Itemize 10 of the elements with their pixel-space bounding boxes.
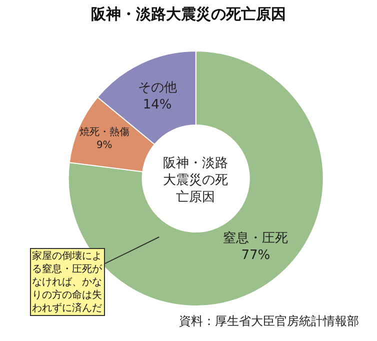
data-label: 77%: [241, 248, 270, 263]
data-label: 14%: [142, 98, 172, 113]
slice-label: 焼死・熱傷: [79, 126, 130, 138]
text: 阪神・淡路大震災の死亡原因: [163, 156, 228, 205]
slice-label: その他: [138, 80, 177, 96]
text: 家屋の倒壊による窒息・圧死がなければ、かなりの方の命は失われずに済んだ: [32, 250, 103, 314]
text: 資料：厚生省大臣官房統計情報部: [179, 314, 359, 328]
chart-title: 阪神・淡路大震災の死亡原因: [91, 5, 286, 24]
data-label: 9%: [96, 140, 112, 152]
slice-label: 窒息・圧死: [223, 230, 288, 246]
